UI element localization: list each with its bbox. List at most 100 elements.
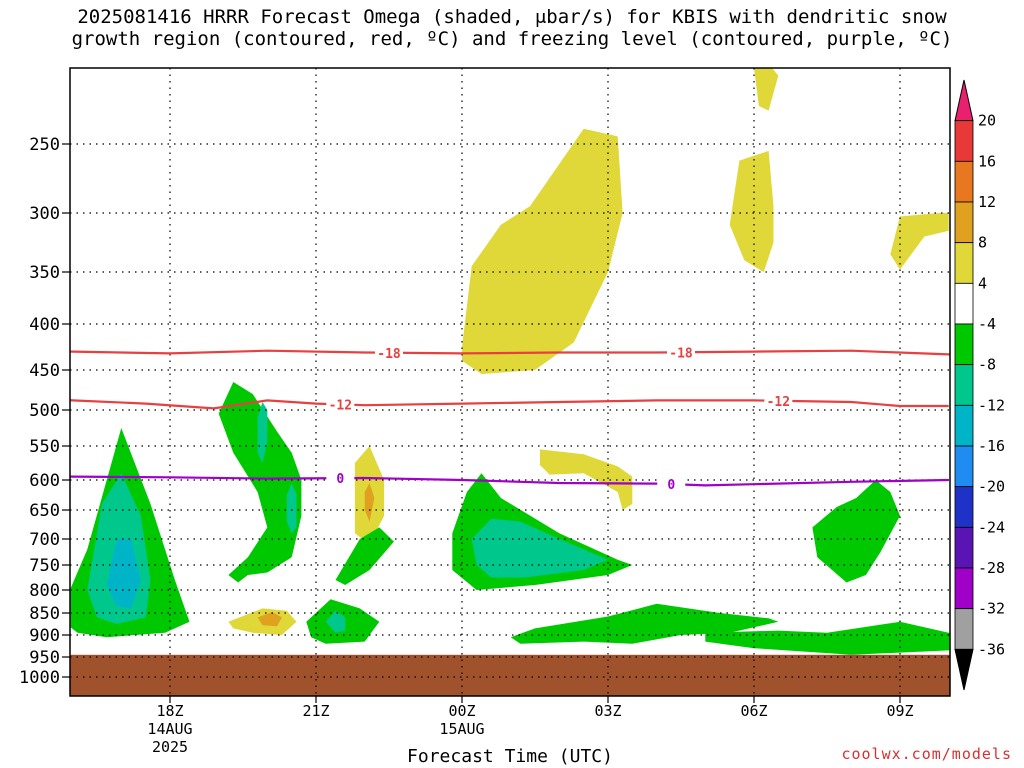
- colorbar-label: 16: [978, 152, 996, 170]
- y-tick-label: 950: [29, 648, 60, 668]
- colorbar-label: -16: [978, 437, 1005, 455]
- colorbar-segment: [954, 567, 974, 610]
- omega-region: [364, 483, 375, 522]
- y-tick-label: 650: [29, 501, 60, 521]
- contour-line: [70, 475, 949, 487]
- colorbar-label: -28: [978, 559, 1005, 577]
- omega-region: [890, 213, 949, 270]
- omega-region: [754, 68, 779, 111]
- x-tick-label: 06Z: [740, 702, 767, 720]
- y-tick-label: 300: [29, 204, 60, 224]
- colorbar-segment: [954, 282, 974, 325]
- colorbar-label: -12: [978, 396, 1005, 414]
- plot-grid: [70, 68, 950, 696]
- contour-label-bg: [375, 344, 403, 360]
- omega-region: [257, 402, 268, 463]
- contour-label: -18: [669, 346, 693, 361]
- omega-shading-layer: [70, 68, 1024, 655]
- colorbar-label: 20: [978, 112, 996, 130]
- x-tick-label: 14AUG: [147, 720, 192, 738]
- omega-region: [539, 449, 633, 510]
- contour-label-bg: [667, 344, 695, 360]
- colorbar-segment: [954, 526, 974, 569]
- contour-label: 0: [667, 478, 675, 493]
- y-tick-label: 550: [29, 437, 60, 457]
- y-tick-label: 500: [29, 401, 60, 421]
- y-tick-label: 900: [29, 626, 60, 646]
- y-tick-label: 250: [29, 135, 60, 155]
- x-tick-label: 15AUG: [439, 720, 484, 738]
- contour-label: -12: [767, 395, 790, 410]
- colorbar-segment: [954, 364, 974, 406]
- omega-region: [471, 518, 608, 578]
- y-tick-label: 750: [29, 556, 60, 576]
- colorbar-label: -36: [978, 640, 1005, 658]
- colorbar-segment: [954, 323, 974, 366]
- colorbar-bottom-arrow: [954, 648, 974, 691]
- contour-label: 0: [336, 472, 344, 487]
- colorbar-label: -4: [978, 315, 996, 333]
- omega-region: [1012, 562, 1024, 643]
- x-tick-label: 2025: [152, 738, 188, 756]
- omega-region: [705, 621, 950, 655]
- omega-region: [510, 603, 779, 644]
- colorbar-label: -32: [978, 600, 1005, 618]
- colorbar-label: -24: [978, 518, 1005, 536]
- title-line-1: 2025081416 HRRR Forecast Omega (shaded, …: [77, 6, 947, 28]
- contour-label-bg: [326, 470, 355, 486]
- y-tick-label: 1000: [19, 668, 60, 688]
- contour-label: -12: [329, 398, 352, 413]
- colorbar-segment: [954, 608, 974, 650]
- y-tick-label: 600: [29, 471, 60, 491]
- y-tick-label: 450: [29, 361, 60, 381]
- omega-region: [462, 128, 623, 374]
- omega-region: [325, 610, 346, 633]
- y-tick-label: 800: [29, 581, 60, 601]
- contour-line: [70, 399, 949, 410]
- omega-region: [286, 483, 297, 534]
- contour-line: [70, 349, 950, 356]
- omega-region: [812, 480, 900, 583]
- ground-surface: [70, 654, 950, 696]
- contour-label-bg: [764, 392, 793, 408]
- y-tick-label: 350: [29, 263, 60, 283]
- contour-label-bg: [326, 396, 355, 412]
- colorbar: 20 16 12 8 4 -4 -8 -12 -16 -20 -24 -28 -32 -36: [954, 79, 1005, 691]
- contour-label: -18: [377, 347, 401, 362]
- pressure-axis: 2503003504004505005506006507007508008509…: [19, 135, 70, 688]
- title-line-2: growth region (contoured, red, ºC) and f…: [71, 28, 953, 50]
- y-tick-label: 400: [29, 315, 60, 335]
- chart-title: 2025081416 HRRR Forecast Omega (shaded, …: [0, 6, 1024, 50]
- x-axis-label: Forecast Time (UTC): [407, 746, 613, 767]
- colorbar-label: 12: [978, 193, 996, 211]
- omega-region: [218, 382, 302, 583]
- colorbar-segment: [954, 404, 974, 447]
- colorbar-segment: [954, 486, 974, 528]
- omega-region: [729, 150, 774, 272]
- colorbar-label: -20: [978, 478, 1005, 496]
- colorbar-top-arrow: [954, 79, 974, 122]
- omega-region: [106, 539, 141, 609]
- omega-region: [257, 612, 282, 627]
- temperature-contours: -18 -18 -12 -12 0 0: [70, 344, 950, 493]
- plot-frame: [69, 67, 951, 697]
- colorbar-segment: [954, 160, 974, 203]
- credit-link[interactable]: coolwx.com/models: [841, 745, 1012, 763]
- colorbar-segment: [954, 120, 974, 162]
- x-tick-label: 18Z: [156, 702, 183, 720]
- colorbar-label: 8: [978, 234, 987, 252]
- y-tick-label: 850: [29, 604, 60, 624]
- omega-region: [335, 527, 394, 585]
- y-tick-label: 700: [29, 530, 60, 550]
- x-tick-label: 09Z: [886, 702, 913, 720]
- colorbar-label: -8: [978, 356, 996, 374]
- x-tick-label: 00Z: [448, 702, 475, 720]
- colorbar-segment: [954, 445, 974, 488]
- colorbar-segment: [954, 201, 974, 244]
- colorbar-segment: [954, 242, 974, 284]
- x-tick-label: 21Z: [302, 702, 329, 720]
- contour-label-bg: [657, 476, 686, 492]
- colorbar-label: 4: [978, 274, 987, 292]
